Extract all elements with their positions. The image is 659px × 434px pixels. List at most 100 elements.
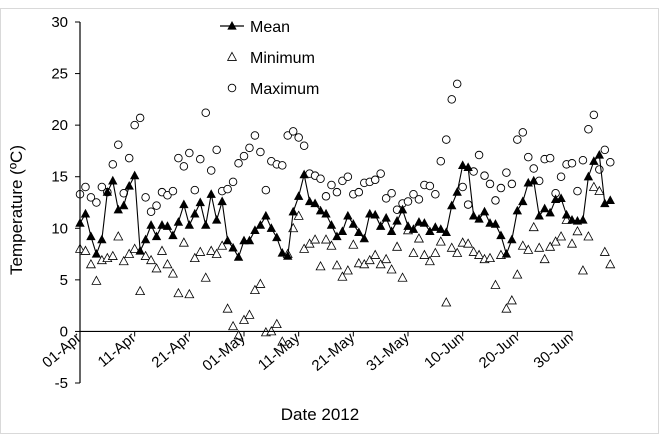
- mean-point: [463, 162, 473, 172]
- legend: Mean Minimum Maximum: [220, 19, 319, 98]
- mean-point: [244, 235, 255, 245]
- min-point: [550, 236, 561, 246]
- x-tick-label: 10-Jun: [421, 329, 467, 372]
- mean-point: [441, 227, 451, 237]
- max-point: [212, 145, 221, 155]
- mean-point: [315, 205, 326, 215]
- x-tick-label: 31-May: [363, 329, 413, 374]
- max-point: [92, 198, 101, 207]
- min-point: [200, 272, 211, 282]
- min-point: [337, 271, 348, 281]
- mean-point: [108, 175, 118, 185]
- max-point: [463, 200, 473, 209]
- min-point: [430, 247, 441, 257]
- min-point: [566, 238, 578, 248]
- y-tick-label: 30: [51, 14, 68, 31]
- mean-point: [162, 221, 173, 230]
- min-point: [211, 248, 222, 258]
- min-point: [315, 261, 326, 271]
- max-point: [584, 125, 593, 134]
- mean-point: [370, 209, 380, 219]
- mean-point: [217, 196, 227, 206]
- mean-point: [310, 198, 320, 208]
- mean-point: [436, 224, 446, 233]
- mean-point: [228, 242, 238, 252]
- y-tick-label: -5: [55, 375, 68, 392]
- max-point: [223, 184, 232, 194]
- min-point: [320, 234, 332, 244]
- max-point: [513, 135, 522, 144]
- min-point: [178, 237, 189, 247]
- max-point: [327, 180, 336, 190]
- mean-point: [529, 175, 539, 185]
- max-point: [250, 131, 260, 140]
- legend-marker: [227, 83, 237, 93]
- max-point: [86, 193, 96, 202]
- max-point: [425, 181, 435, 191]
- min-point: [288, 222, 299, 233]
- mean-point: [201, 220, 211, 229]
- mean-point: [539, 203, 550, 213]
- mean-point: [359, 233, 369, 243]
- mean-point: [80, 208, 91, 218]
- mean-point: [151, 231, 162, 241]
- mean-point: [337, 226, 348, 235]
- min-point: [441, 297, 452, 307]
- min-point: [386, 264, 397, 274]
- min-point: [222, 303, 233, 313]
- min-point: [474, 249, 485, 259]
- min-point: [370, 249, 381, 259]
- max-point: [606, 158, 615, 167]
- mean-point: [102, 187, 113, 196]
- max-point: [190, 185, 200, 195]
- mean-point: [293, 191, 304, 200]
- mean-point: [179, 199, 189, 209]
- max-point: [201, 108, 210, 118]
- x-tick-label: 01-May: [199, 329, 249, 374]
- min-point: [206, 245, 217, 255]
- min-point: [539, 253, 550, 264]
- min-point: [249, 284, 260, 295]
- min-point: [233, 330, 244, 340]
- max-point: [228, 177, 238, 187]
- mean-point: [233, 252, 244, 261]
- min-point: [463, 238, 474, 248]
- mean-point: [211, 215, 222, 224]
- max-point: [387, 188, 396, 198]
- mean-point: [447, 200, 457, 210]
- mean-point: [272, 232, 282, 242]
- mean-point: [157, 220, 167, 229]
- max-point: [124, 153, 134, 163]
- min-point: [556, 231, 567, 241]
- min-point: [228, 320, 239, 331]
- mean-point: [397, 204, 408, 214]
- max-point: [524, 152, 533, 162]
- max-point: [206, 166, 216, 175]
- mean-point: [474, 213, 484, 223]
- max-point: [114, 140, 123, 149]
- min-point: [545, 241, 556, 251]
- mean-point: [501, 249, 512, 258]
- mean-point: [490, 219, 501, 228]
- max-point: [414, 195, 424, 204]
- mean-point: [414, 217, 424, 226]
- mean-point: [567, 215, 577, 224]
- mean-point: [583, 171, 594, 181]
- mark-layer: [74, 79, 616, 346]
- mean-point: [332, 231, 342, 241]
- x-tick-label: 30-Jun: [531, 329, 577, 372]
- min-point: [408, 247, 419, 257]
- max-point: [278, 161, 287, 170]
- max-point: [196, 154, 205, 164]
- min-point: [85, 258, 96, 269]
- min-point: [512, 269, 523, 279]
- min-point: [424, 255, 435, 266]
- max-point: [376, 169, 385, 178]
- mean-point: [386, 226, 397, 235]
- mean-point: [326, 220, 337, 229]
- mean-point: [288, 206, 298, 216]
- max-point: [185, 148, 194, 158]
- mean-point: [173, 217, 184, 226]
- mean-point: [299, 169, 309, 179]
